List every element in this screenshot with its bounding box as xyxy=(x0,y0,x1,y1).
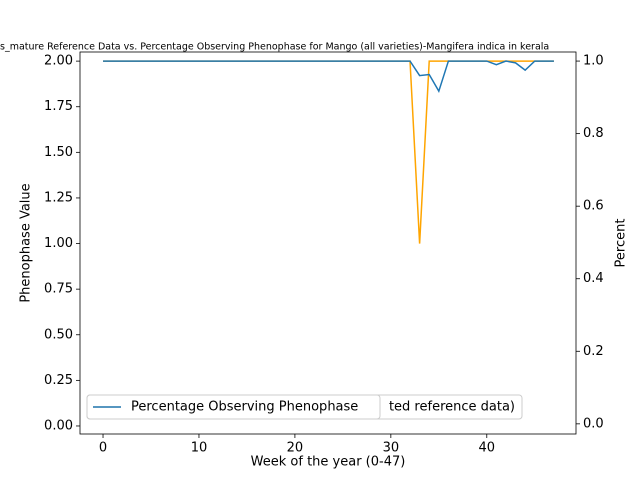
y-tick-label: 1.25 xyxy=(44,190,73,205)
y2-tick-label: 0.8 xyxy=(583,126,604,141)
y2-axis-label: Percent xyxy=(614,219,629,268)
legend-box xyxy=(86,394,381,420)
x-axis-label: Week of the year (0-47) xyxy=(251,455,406,470)
y-axis-label: Phenophase Value xyxy=(19,183,34,302)
x-tick-label: 10 xyxy=(191,441,208,456)
y-tick-label: 1.75 xyxy=(44,99,73,114)
x-tick-label: 20 xyxy=(287,441,304,456)
y-tick-label: 0.25 xyxy=(44,373,73,388)
x-tick-label: 0 xyxy=(99,441,107,456)
y-tick-label: 1.00 xyxy=(44,236,73,251)
legend-label: ted reference data) xyxy=(389,400,515,415)
y2-tick-label: 0.2 xyxy=(583,344,604,359)
x-tick-label: 30 xyxy=(383,441,400,456)
y-tick-label: 0.00 xyxy=(44,418,73,433)
y-tick-label: 0.75 xyxy=(44,282,73,297)
x-tick-label: 40 xyxy=(479,441,496,456)
y-tick-label: 0.50 xyxy=(44,327,73,342)
y2-tick-label: 1.0 xyxy=(583,54,604,69)
y2-tick-label: 0.4 xyxy=(583,271,604,286)
chart-title: s_mature Reference Data vs. Percentage O… xyxy=(0,42,549,53)
series-line xyxy=(103,60,554,244)
plot-frame xyxy=(79,51,577,435)
series-line xyxy=(103,60,554,94)
y-tick-label: 2.00 xyxy=(44,54,73,69)
y2-tick-label: 0.6 xyxy=(583,199,604,214)
legend-label: Percentage Observing Phenophase xyxy=(131,400,358,415)
y-tick-label: 1.50 xyxy=(44,145,73,160)
y2-tick-label: 0.0 xyxy=(583,416,604,431)
